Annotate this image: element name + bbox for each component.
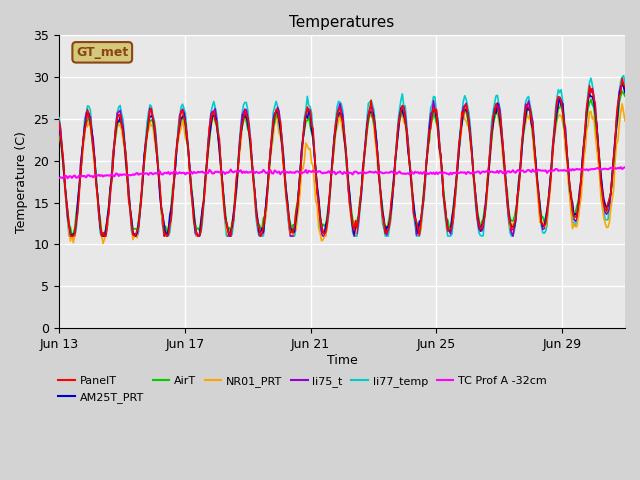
Y-axis label: Temperature (C): Temperature (C): [15, 131, 28, 233]
X-axis label: Time: Time: [326, 354, 358, 367]
Title: Temperatures: Temperatures: [289, 15, 395, 30]
Legend: PanelT, AM25T_PRT, AirT, NR01_PRT, li75_t, li77_temp, TC Prof A -32cm: PanelT, AM25T_PRT, AirT, NR01_PRT, li75_…: [54, 372, 551, 407]
Text: GT_met: GT_met: [76, 46, 129, 59]
